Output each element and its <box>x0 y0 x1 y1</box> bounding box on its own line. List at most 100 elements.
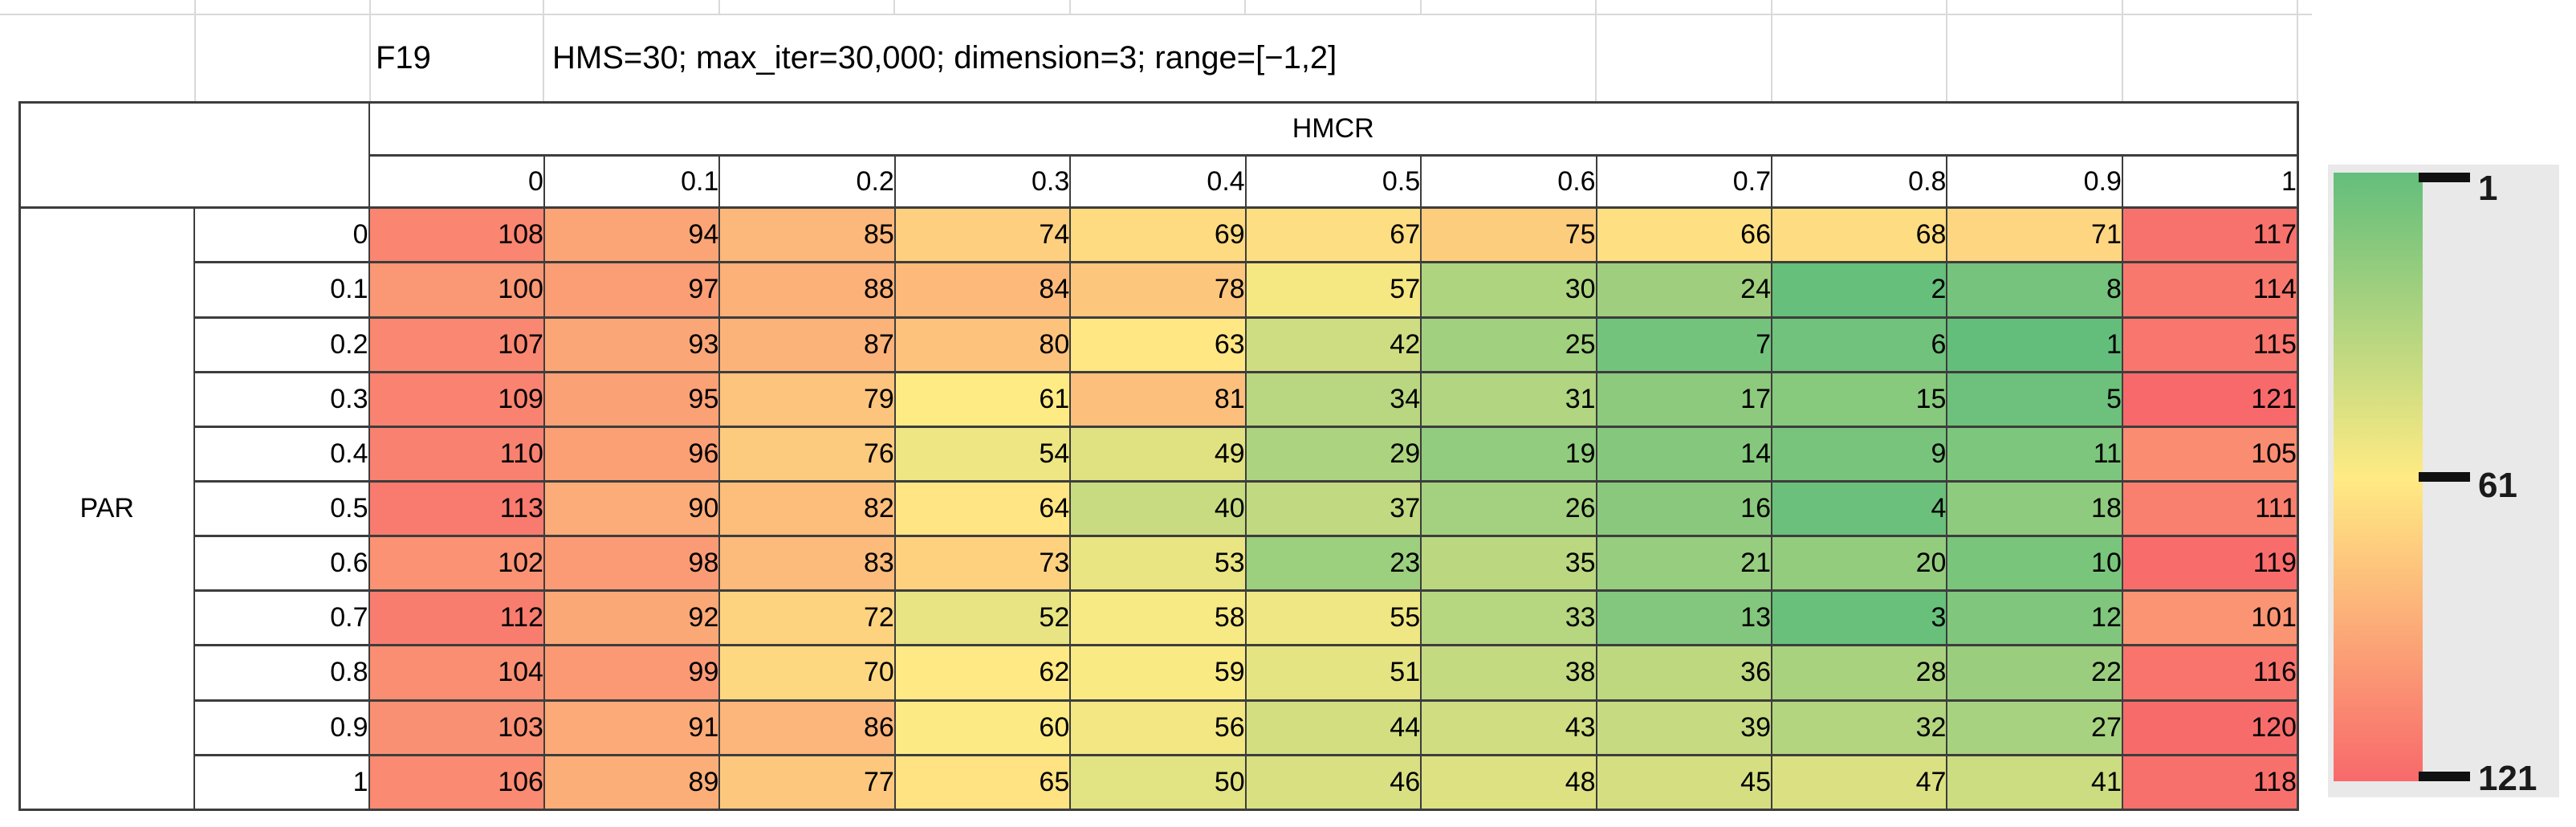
par-row-label[interactable]: 1 <box>193 753 370 812</box>
heatmap-cell[interactable]: 7 <box>1595 316 1773 373</box>
heatmap-cell[interactable]: 102 <box>368 535 545 593</box>
heatmap-cell[interactable]: 81 <box>1069 370 1247 428</box>
heatmap-cell[interactable]: 55 <box>1244 589 1422 647</box>
heatmap-cell[interactable]: 56 <box>1069 699 1247 756</box>
heatmap-cell[interactable]: 82 <box>718 479 896 538</box>
heatmap-cell[interactable]: 28 <box>1770 644 1948 702</box>
par-row-label[interactable]: 0.4 <box>193 425 370 483</box>
heatmap-cell[interactable]: 114 <box>2121 261 2299 319</box>
heatmap-cell[interactable]: 121 <box>2121 370 2299 428</box>
heatmap-cell[interactable]: 91 <box>543 699 721 756</box>
heatmap-cell[interactable]: 2 <box>1770 261 1948 319</box>
heatmap-cell[interactable]: 51 <box>1244 644 1422 702</box>
hmcr-col-header[interactable]: 0.4 <box>1069 154 1247 210</box>
heatmap-cell[interactable]: 15 <box>1770 370 1948 428</box>
heatmap-cell[interactable]: 1 <box>1946 316 2123 373</box>
heatmap-cell[interactable]: 50 <box>1069 753 1247 812</box>
heatmap-cell[interactable]: 115 <box>2121 316 2299 373</box>
heatmap-cell[interactable]: 99 <box>543 644 721 702</box>
heatmap-cell[interactable]: 98 <box>543 535 721 593</box>
heatmap-cell[interactable]: 58 <box>1069 589 1247 647</box>
heatmap-cell[interactable]: 64 <box>893 479 1072 538</box>
heatmap-cell[interactable]: 106 <box>368 753 545 812</box>
heatmap-cell[interactable]: 18 <box>1946 479 2123 538</box>
heatmap-cell[interactable]: 59 <box>1069 644 1247 702</box>
heatmap-cell[interactable]: 61 <box>893 370 1072 428</box>
heatmap-cell[interactable]: 104 <box>368 644 545 702</box>
heatmap-cell[interactable]: 78 <box>1069 261 1247 319</box>
heatmap-cell[interactable]: 69 <box>1069 206 1247 264</box>
heatmap-cell[interactable]: 13 <box>1595 589 1773 647</box>
heatmap-cell[interactable]: 22 <box>1946 644 2123 702</box>
heatmap-cell[interactable]: 112 <box>368 589 545 647</box>
hmcr-col-header[interactable]: 1 <box>2121 154 2299 210</box>
heatmap-cell[interactable]: 119 <box>2121 535 2299 593</box>
heatmap-cell[interactable]: 103 <box>368 699 545 756</box>
heatmap-cell[interactable]: 85 <box>718 206 896 264</box>
settings-cell[interactable]: HMS=30; max_iter=30,000; dimension=3; ra… <box>552 40 1337 75</box>
heatmap-cell[interactable]: 73 <box>893 535 1072 593</box>
heatmap-cell[interactable]: 96 <box>543 425 721 483</box>
heatmap-cell[interactable]: 76 <box>718 425 896 483</box>
heatmap-cell[interactable]: 97 <box>543 261 721 319</box>
heatmap-cell[interactable]: 77 <box>718 753 896 812</box>
heatmap-cell[interactable]: 80 <box>893 316 1072 373</box>
heatmap-cell[interactable]: 37 <box>1244 479 1422 538</box>
heatmap-cell[interactable]: 4 <box>1770 479 1948 538</box>
heatmap-cell[interactable]: 35 <box>1420 535 1597 593</box>
heatmap-cell[interactable]: 108 <box>368 206 545 264</box>
heatmap-cell[interactable]: 54 <box>893 425 1072 483</box>
heatmap-cell[interactable]: 110 <box>368 425 545 483</box>
heatmap-cell[interactable]: 10 <box>1946 535 2123 593</box>
hmcr-col-header[interactable]: 0.2 <box>718 154 896 210</box>
heatmap-cell[interactable]: 116 <box>2121 644 2299 702</box>
heatmap-cell[interactable]: 90 <box>543 479 721 538</box>
heatmap-cell[interactable]: 57 <box>1244 261 1422 319</box>
heatmap-cell[interactable]: 93 <box>543 316 721 373</box>
heatmap-cell[interactable]: 83 <box>718 535 896 593</box>
par-row-label[interactable]: 0.5 <box>193 479 370 538</box>
par-row-label[interactable]: 0.8 <box>193 644 370 702</box>
heatmap-cell[interactable]: 9 <box>1770 425 1948 483</box>
heatmap-cell[interactable]: 66 <box>1595 206 1773 264</box>
heatmap-cell[interactable]: 70 <box>718 644 896 702</box>
heatmap-cell[interactable]: 45 <box>1595 753 1773 812</box>
heatmap-cell[interactable]: 72 <box>718 589 896 647</box>
heatmap-cell[interactable]: 109 <box>368 370 545 428</box>
heatmap-cell[interactable]: 67 <box>1244 206 1422 264</box>
heatmap-cell[interactable]: 34 <box>1244 370 1422 428</box>
par-row-label[interactable]: 0.1 <box>193 261 370 319</box>
heatmap-cell[interactable]: 30 <box>1420 261 1597 319</box>
hmcr-col-header[interactable]: 0.7 <box>1595 154 1773 210</box>
heatmap-cell[interactable]: 113 <box>368 479 545 538</box>
par-row-label[interactable]: 0.3 <box>193 370 370 428</box>
heatmap-cell[interactable]: 62 <box>893 644 1072 702</box>
heatmap-cell[interactable]: 117 <box>2121 206 2299 264</box>
heatmap-cell[interactable]: 89 <box>543 753 721 812</box>
heatmap-cell[interactable]: 47 <box>1770 753 1948 812</box>
heatmap-cell[interactable]: 24 <box>1595 261 1773 319</box>
heatmap-cell[interactable]: 31 <box>1420 370 1597 428</box>
heatmap-cell[interactable]: 60 <box>893 699 1072 756</box>
heatmap-cell[interactable]: 25 <box>1420 316 1597 373</box>
par-axis-label[interactable]: PAR <box>18 206 195 811</box>
heatmap-cell[interactable]: 88 <box>718 261 896 319</box>
heatmap-cell[interactable]: 32 <box>1770 699 1948 756</box>
heatmap-cell[interactable]: 17 <box>1595 370 1773 428</box>
corner-cell[interactable] <box>18 100 370 210</box>
heatmap-cell[interactable]: 44 <box>1244 699 1422 756</box>
par-row-label[interactable]: 0 <box>193 206 370 264</box>
hmcr-col-header[interactable]: 0.5 <box>1244 154 1422 210</box>
heatmap-cell[interactable]: 49 <box>1069 425 1247 483</box>
heatmap-cell[interactable]: 29 <box>1244 425 1422 483</box>
heatmap-cell[interactable]: 43 <box>1420 699 1597 756</box>
heatmap-cell[interactable]: 42 <box>1244 316 1422 373</box>
heatmap-cell[interactable]: 92 <box>543 589 721 647</box>
function-id-cell[interactable]: F19 <box>376 40 431 75</box>
heatmap-cell[interactable]: 46 <box>1244 753 1422 812</box>
heatmap-cell[interactable]: 27 <box>1946 699 2123 756</box>
heatmap-cell[interactable]: 36 <box>1595 644 1773 702</box>
heatmap-cell[interactable]: 74 <box>893 206 1072 264</box>
heatmap-cell[interactable]: 79 <box>718 370 896 428</box>
heatmap-cell[interactable]: 16 <box>1595 479 1773 538</box>
